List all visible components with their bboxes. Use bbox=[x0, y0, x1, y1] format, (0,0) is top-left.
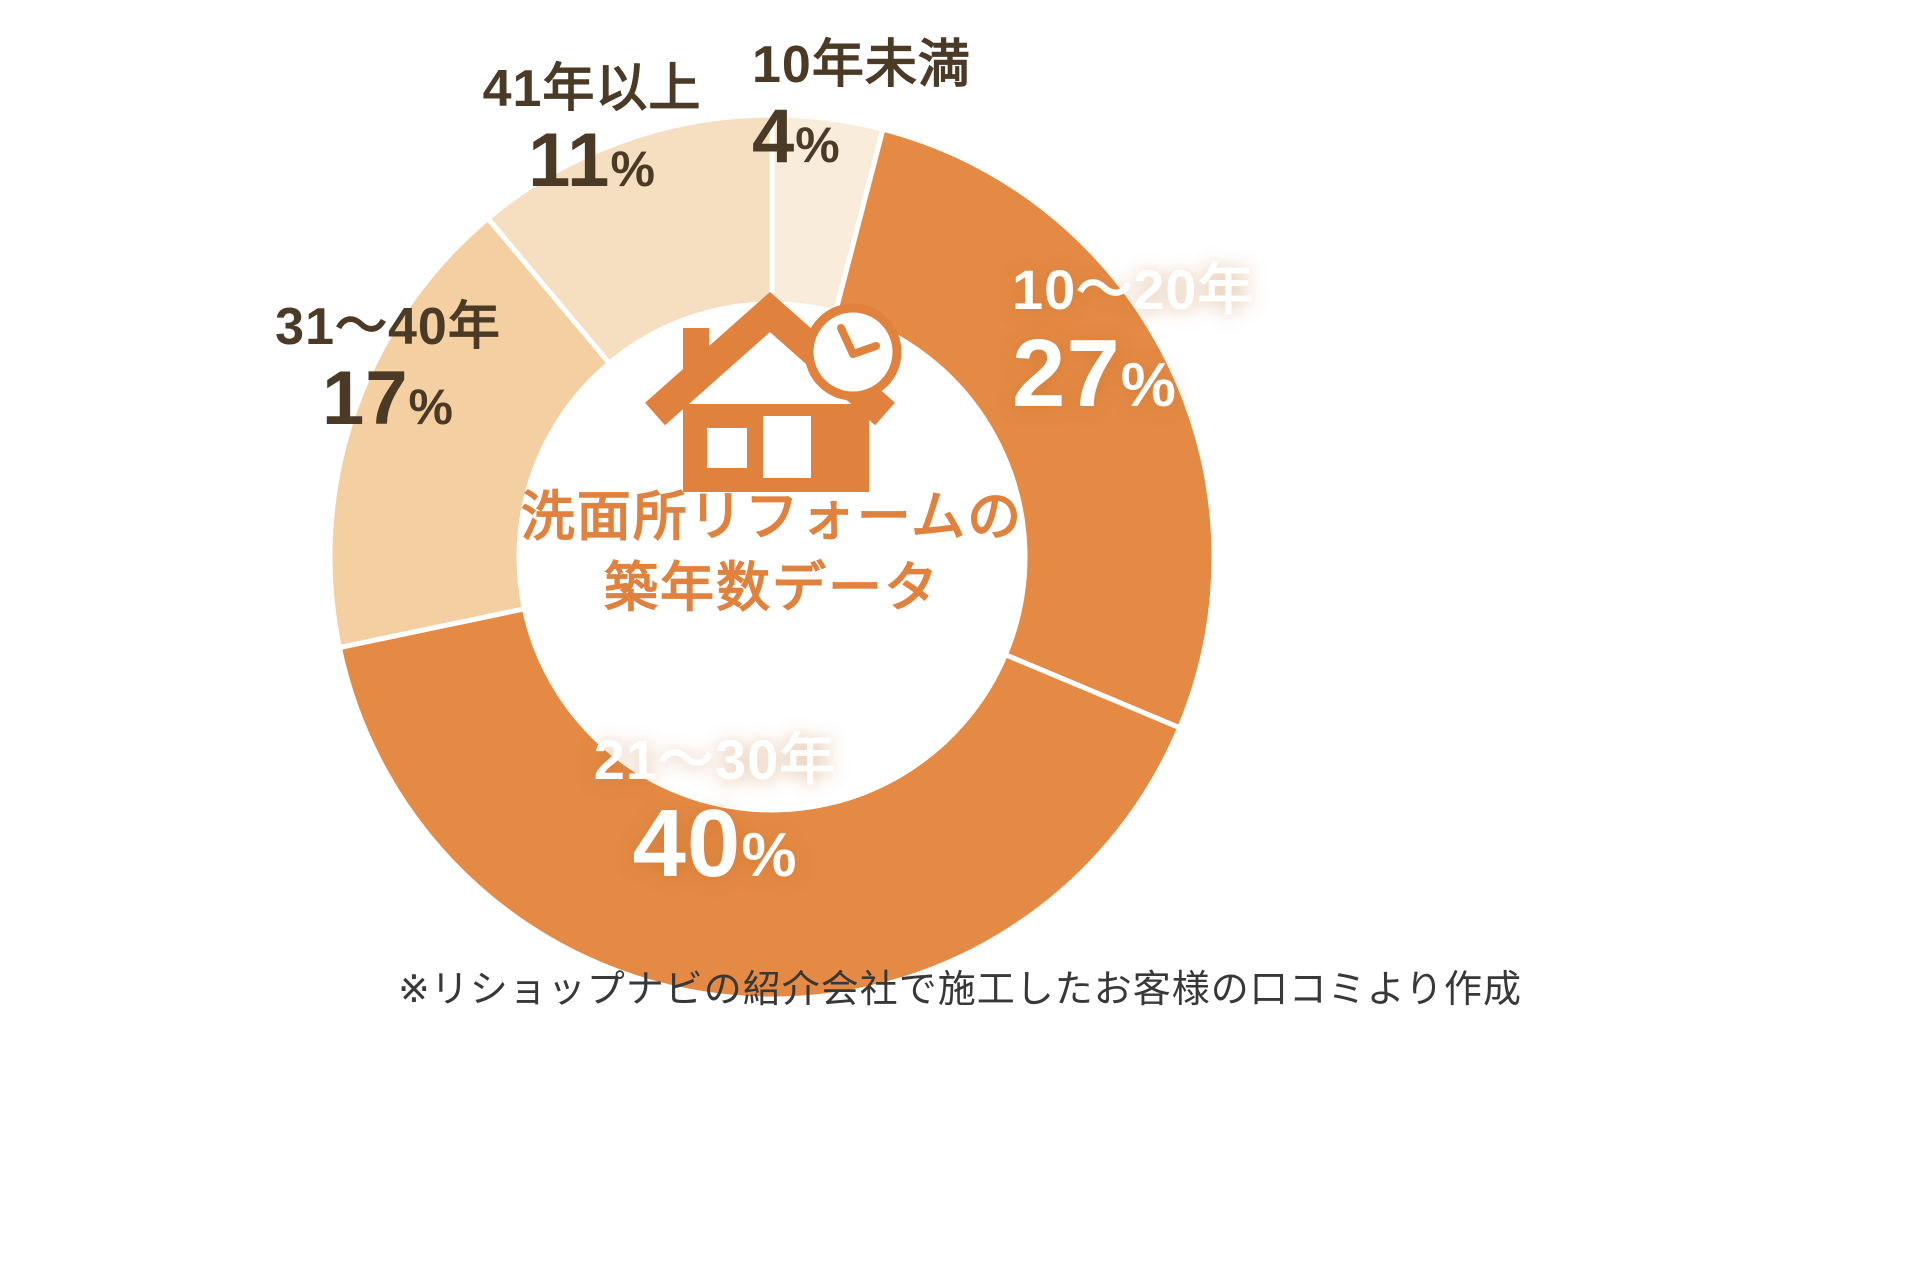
donut-segment bbox=[336, 606, 1183, 1002]
percent-value: 17 bbox=[321, 355, 409, 441]
segment-percent: 4% bbox=[752, 93, 971, 179]
percent-value: 11 bbox=[528, 117, 611, 203]
house-clock-icon bbox=[645, 292, 902, 492]
percent-value: 40 bbox=[632, 790, 742, 898]
clock-hands bbox=[837, 324, 880, 358]
source-note: ※リショップナビの紹介会社で施工したお客様の口コミより作成 bbox=[397, 969, 1523, 1011]
chart-title-line2: 築年数データ bbox=[604, 558, 940, 619]
label-under-10-years: 10年未満 4% bbox=[752, 36, 971, 178]
segment-label: 10年未満 bbox=[752, 36, 971, 94]
label-31-40-years: 31〜40年 17% bbox=[238, 298, 538, 440]
chart-title: 洗面所リフォームの 築年数データ bbox=[372, 482, 1172, 625]
donut-segment bbox=[833, 126, 1217, 731]
segment-percent: 40% bbox=[540, 792, 890, 896]
segment-percent: 11% bbox=[442, 117, 742, 203]
label-10-20-years: 10〜20年 27% bbox=[1012, 258, 1255, 426]
label-21-30-years: 21〜30年 40% bbox=[540, 728, 890, 896]
segment-percent: 17% bbox=[238, 355, 538, 441]
percent-sign: % bbox=[795, 116, 841, 173]
segment-label: 31〜40年 bbox=[275, 298, 501, 356]
percent-value: 27 bbox=[1012, 320, 1121, 428]
donut-segment bbox=[485, 112, 775, 366]
percent-sign: % bbox=[408, 378, 454, 435]
window-shape bbox=[707, 428, 747, 468]
segment-label: 10〜20年 bbox=[1012, 258, 1255, 321]
segment-percent: 27% bbox=[1012, 322, 1255, 426]
percent-sign: % bbox=[1120, 351, 1177, 421]
chart-title-line1: 洗面所リフォームの bbox=[520, 487, 1024, 547]
door-shape bbox=[763, 416, 811, 478]
donut-segment bbox=[327, 215, 612, 651]
segment-label: 21〜30年 bbox=[593, 728, 837, 791]
segment-label: 41年以上 bbox=[482, 60, 702, 118]
percent-value: 4 bbox=[752, 93, 796, 179]
label-41-plus-years: 41年以上 11% bbox=[442, 60, 742, 202]
percent-sign: % bbox=[610, 140, 656, 197]
percent-sign: % bbox=[741, 821, 798, 891]
